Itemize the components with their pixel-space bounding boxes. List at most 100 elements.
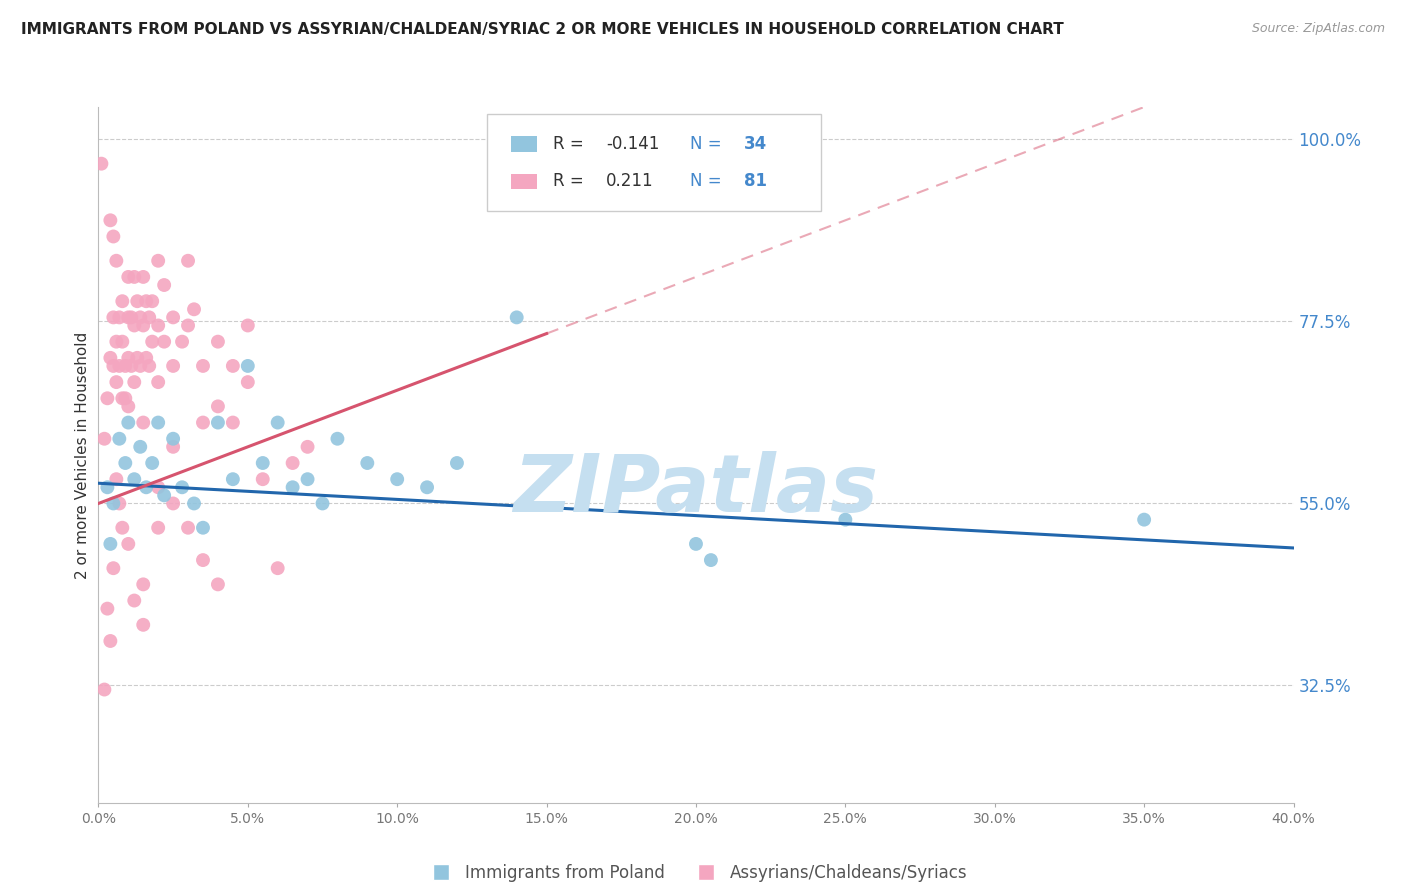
- Point: [236, 318, 259, 333]
- Point: [148, 318, 170, 333]
- Point: [162, 440, 184, 454]
- Point: [108, 310, 131, 325]
- Point: [105, 472, 128, 486]
- Point: [117, 351, 139, 365]
- Point: [153, 278, 176, 293]
- Point: [138, 359, 160, 373]
- Point: [177, 521, 200, 535]
- Point: [141, 334, 163, 349]
- Point: [177, 253, 200, 268]
- Text: R =: R =: [553, 172, 589, 191]
- Point: [114, 392, 136, 406]
- Point: [138, 310, 160, 325]
- Point: [700, 553, 723, 567]
- Text: ZIPatlas: ZIPatlas: [513, 450, 879, 529]
- Point: [267, 561, 290, 575]
- Point: [129, 440, 152, 454]
- Point: [117, 537, 139, 551]
- Point: [129, 310, 152, 325]
- Point: [103, 561, 125, 575]
- Point: [100, 351, 122, 365]
- Point: [222, 472, 245, 486]
- Point: [207, 334, 229, 349]
- Y-axis label: 2 or more Vehicles in Household: 2 or more Vehicles in Household: [75, 331, 90, 579]
- Point: [105, 375, 128, 389]
- Point: [129, 359, 152, 373]
- Point: [207, 416, 229, 430]
- Point: [100, 537, 122, 551]
- Point: [124, 593, 146, 607]
- Point: [162, 310, 184, 325]
- Text: 34: 34: [744, 135, 768, 153]
- Point: [191, 416, 214, 430]
- Point: [132, 318, 155, 333]
- Point: [124, 269, 146, 284]
- Point: [222, 359, 245, 373]
- Point: [103, 310, 125, 325]
- Point: [162, 359, 184, 373]
- Point: [148, 416, 170, 430]
- Text: Source: ZipAtlas.com: Source: ZipAtlas.com: [1251, 22, 1385, 36]
- Point: [105, 334, 128, 349]
- Point: [236, 375, 259, 389]
- Point: [100, 634, 122, 648]
- Point: [108, 496, 131, 510]
- Point: [153, 488, 176, 502]
- Point: [685, 537, 707, 551]
- Legend: Immigrants from Poland, Assyrians/Chaldeans/Syriacs: Immigrants from Poland, Assyrians/Chalde…: [418, 857, 974, 888]
- Point: [326, 432, 349, 446]
- Point: [120, 359, 142, 373]
- Text: -0.141: -0.141: [606, 135, 659, 153]
- Text: 0.211: 0.211: [606, 172, 654, 191]
- Point: [416, 480, 439, 494]
- Point: [135, 351, 157, 365]
- Point: [124, 318, 146, 333]
- Bar: [510, 136, 537, 152]
- FancyBboxPatch shape: [486, 114, 821, 211]
- Point: [117, 310, 139, 325]
- Point: [114, 456, 136, 470]
- Point: [96, 392, 118, 406]
- Point: [117, 400, 139, 414]
- Point: [1133, 513, 1156, 527]
- Point: [132, 416, 155, 430]
- Point: [446, 456, 468, 470]
- Point: [105, 253, 128, 268]
- Point: [191, 521, 214, 535]
- Point: [222, 416, 245, 430]
- Text: R =: R =: [553, 135, 589, 153]
- Point: [96, 601, 118, 615]
- Point: [127, 351, 149, 365]
- Point: [281, 480, 304, 494]
- Point: [385, 472, 409, 486]
- Point: [132, 269, 155, 284]
- Point: [834, 513, 856, 527]
- Point: [111, 334, 134, 349]
- Point: [93, 682, 115, 697]
- Point: [148, 375, 170, 389]
- Point: [114, 359, 136, 373]
- Point: [93, 432, 115, 446]
- Point: [148, 253, 170, 268]
- Point: [207, 400, 229, 414]
- Point: [172, 334, 194, 349]
- Point: [96, 480, 118, 494]
- Point: [103, 496, 125, 510]
- Point: [141, 294, 163, 309]
- Point: [141, 456, 163, 470]
- Point: [132, 617, 155, 632]
- Text: N =: N =: [690, 172, 727, 191]
- Point: [297, 472, 319, 486]
- Text: N =: N =: [690, 135, 727, 153]
- Point: [117, 416, 139, 430]
- Point: [148, 521, 170, 535]
- Point: [90, 156, 112, 170]
- Point: [191, 553, 214, 567]
- Point: [124, 375, 146, 389]
- Point: [177, 318, 200, 333]
- Point: [252, 472, 274, 486]
- Point: [111, 392, 134, 406]
- Point: [108, 359, 131, 373]
- Point: [135, 480, 157, 494]
- Point: [162, 496, 184, 510]
